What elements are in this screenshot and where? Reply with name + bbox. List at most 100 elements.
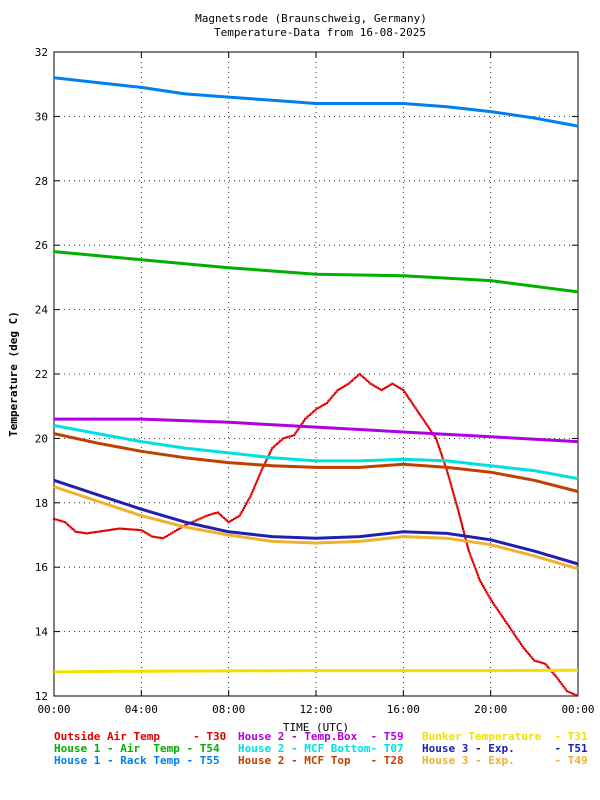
data-point (314, 408, 318, 411)
data-point (183, 524, 187, 527)
data-point (240, 510, 243, 513)
series-0 (52, 372, 577, 697)
data-point (76, 531, 80, 534)
data-point (405, 394, 409, 397)
data-point (264, 461, 267, 464)
x-axis-label: TIME (UTC) (283, 721, 349, 734)
data-point (427, 426, 430, 429)
legend-entry: Bunker Temperature - T31 (422, 730, 588, 743)
data-point (328, 398, 331, 401)
data-point (304, 418, 307, 421)
data-point (179, 526, 183, 529)
data-point (57, 519, 60, 522)
data-point (548, 667, 551, 670)
data-point (424, 421, 427, 424)
data-point (327, 400, 330, 403)
data-point (138, 528, 141, 532)
data-point (561, 684, 565, 687)
data-point (570, 692, 573, 695)
data-point (90, 531, 93, 534)
data-point (294, 432, 297, 435)
data-point (214, 512, 217, 515)
data-point (248, 497, 251, 500)
series-line (53, 478, 579, 566)
data-point (546, 665, 550, 669)
x-tick-label: 04:00 (125, 703, 158, 716)
data-point (518, 641, 521, 644)
data-point (316, 407, 319, 410)
data-point (258, 473, 261, 476)
data-point (270, 449, 273, 452)
data-point (284, 436, 287, 439)
data-point (559, 681, 562, 684)
y-tick-label: 14 (35, 626, 49, 639)
data-point (428, 428, 432, 431)
data-point (201, 516, 204, 519)
series-7 (53, 432, 579, 493)
data-point (296, 428, 299, 431)
data-point (475, 570, 478, 573)
data-point (453, 494, 456, 497)
data-point (526, 651, 529, 654)
data-point (131, 528, 134, 531)
data-point (449, 483, 452, 486)
data-point (336, 389, 339, 392)
data-point (376, 386, 379, 390)
data-point (510, 628, 513, 631)
data-point (373, 384, 376, 387)
data-point (466, 545, 469, 548)
data-point (539, 661, 542, 664)
data-point (245, 503, 248, 506)
data-point (517, 639, 520, 642)
data-point (501, 616, 504, 619)
y-tick-label: 30 (35, 110, 48, 123)
data-point (443, 463, 446, 466)
data-point (142, 530, 145, 533)
data-point (252, 488, 255, 491)
data-point (460, 521, 463, 524)
data-point (218, 512, 221, 515)
data-point (68, 525, 71, 528)
x-tick-label: 16:00 (387, 703, 420, 716)
data-point (338, 387, 341, 391)
data-point (114, 528, 117, 531)
data-point (322, 404, 325, 407)
data-point (71, 527, 74, 531)
data-point (499, 612, 502, 615)
data-point (207, 513, 211, 517)
series-8 (53, 485, 579, 571)
data-point (449, 480, 452, 484)
y-tick-label: 20 (35, 432, 48, 445)
data-point (96, 530, 99, 533)
data-point (530, 656, 533, 659)
data-point (393, 383, 396, 386)
data-point (224, 518, 227, 521)
data-point (467, 550, 470, 553)
data-point (493, 603, 496, 606)
data-point (100, 530, 104, 533)
data-point (385, 385, 389, 388)
data-point (349, 381, 352, 384)
data-point (253, 484, 257, 487)
data-point (419, 414, 422, 417)
data-point (367, 381, 371, 384)
data-point (426, 424, 429, 427)
data-point (574, 693, 577, 697)
data-point (504, 619, 507, 622)
series-line (53, 424, 579, 481)
data-point (435, 439, 438, 442)
legend-entry: House 2 - Temp.Box - T59 (238, 730, 404, 743)
data-point (246, 501, 249, 504)
data-point (350, 379, 353, 382)
data-point (311, 411, 314, 414)
y-tick-label: 24 (35, 304, 49, 317)
data-point (164, 535, 167, 539)
data-point (120, 527, 123, 530)
data-point (466, 543, 469, 546)
data-point (127, 528, 130, 531)
data-point (560, 682, 563, 685)
data-point (216, 511, 219, 514)
data-point (210, 513, 213, 516)
data-point (74, 530, 77, 533)
